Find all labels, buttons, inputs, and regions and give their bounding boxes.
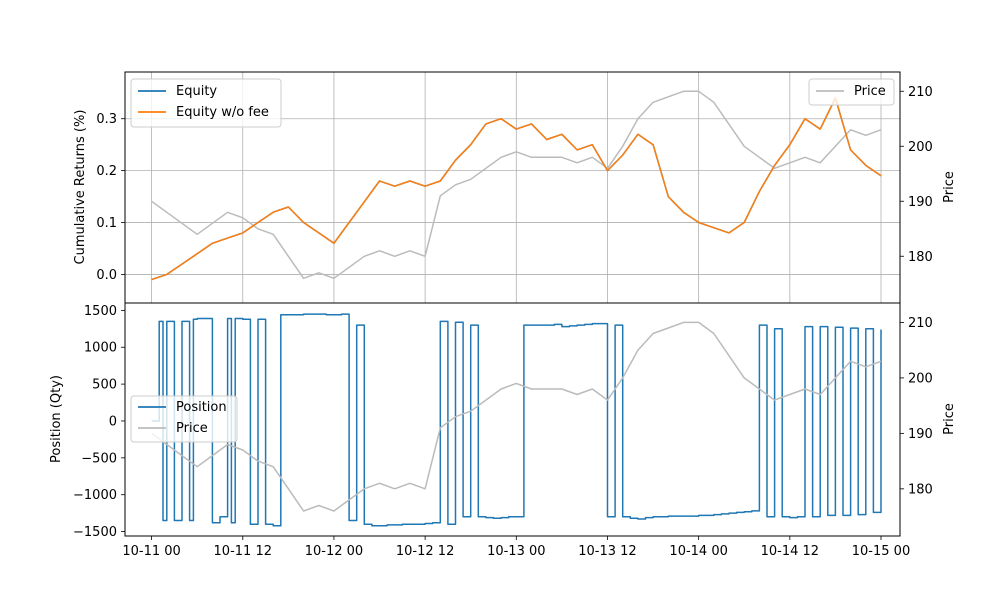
top-right-y-axis-label: Price: [942, 171, 957, 203]
bottom-y-tick-label-6: 1500: [84, 304, 117, 319]
top-y-tick-label-3: 0.3: [96, 112, 117, 127]
price-line-top: [151, 90, 882, 280]
top-left-legend: Equity Equity w/o fee: [130, 78, 282, 128]
top-y-right-tick-label-3: 210: [908, 85, 933, 100]
top-y-right-tick-label-1: 190: [908, 195, 933, 210]
x-tick-label-1: 10-11 12: [214, 544, 272, 559]
bottom-y-tick-label-2: −500: [81, 451, 117, 466]
bottom-y-tick-label-1: −1000: [73, 488, 117, 503]
position-line: [151, 313, 882, 527]
x-tick-label-8: 10-15 00: [852, 544, 910, 559]
bottom-right-ticks: 180 190 200 210: [900, 316, 933, 497]
x-tick-label-3: 10-12 12: [396, 544, 454, 559]
bottom-y-right-tick-label-1: 190: [908, 427, 933, 442]
x-tick-label-0: 10-11 00: [122, 544, 180, 559]
price-line-bottom: [151, 321, 882, 512]
legend-label-equity: Equity: [176, 84, 217, 99]
x-tick-label-7: 10-14 12: [761, 544, 819, 559]
x-tick-label-2: 10-12 00: [305, 544, 363, 559]
top-y-right-tick-label-0: 180: [908, 250, 933, 265]
top-y-axis-label: Cumulative Returns (%): [73, 110, 88, 265]
x-tick-label-5: 10-13 12: [578, 544, 636, 559]
bottom-axes-frame: [124, 302, 901, 537]
top-right-legend: Price: [808, 78, 895, 106]
bottom-y-right-tick-label-0: 180: [908, 482, 933, 497]
top-right-ticks: 180 190 200 210: [900, 85, 933, 265]
bottom-y-tick-label-5: 1000: [84, 341, 117, 356]
x-tick-label-4: 10-13 00: [487, 544, 545, 559]
x-axis-ticks: 10-11 00 10-11 12 10-12 00 10-12 12 10-13 00…: [122, 536, 910, 559]
equity-no-fee-line: [151, 97, 882, 281]
bottom-right-y-axis-label: Price: [942, 403, 957, 435]
legend-label-position: Position: [176, 400, 227, 415]
top-y-right-tick-label-2: 200: [908, 140, 933, 155]
bottom-y-axis-label: Position (Qty): [49, 375, 64, 463]
bottom-left-ticks: −1500 −1000 −500 0 500 1000 1500: [73, 304, 125, 540]
legend-label-price-top: Price: [854, 84, 886, 99]
top-y-tick-label-2: 0.2: [96, 164, 117, 179]
legend-label-equity-no-fee: Equity w/o fee: [176, 105, 269, 120]
x-tick-label-6: 10-14 00: [669, 544, 727, 559]
top-left-ticks: 0.0 0.1 0.2 0.3: [96, 112, 125, 283]
bottom-y-right-tick-label-3: 210: [908, 316, 933, 331]
bottom-y-tick-label-4: 500: [92, 378, 117, 393]
top-series: [151, 90, 882, 281]
legend-label-price-bottom: Price: [176, 421, 208, 436]
top-y-tick-label-1: 0.1: [96, 216, 117, 231]
bottom-legend: Position Price: [130, 395, 238, 443]
top-y-tick-label-0: 0.0: [96, 268, 117, 283]
bottom-y-tick-label-3: 0: [109, 414, 117, 429]
bottom-y-right-tick-label-2: 200: [908, 371, 933, 386]
bottom-y-tick-label-0: −1500: [73, 525, 117, 540]
bottom-series: [151, 313, 882, 527]
